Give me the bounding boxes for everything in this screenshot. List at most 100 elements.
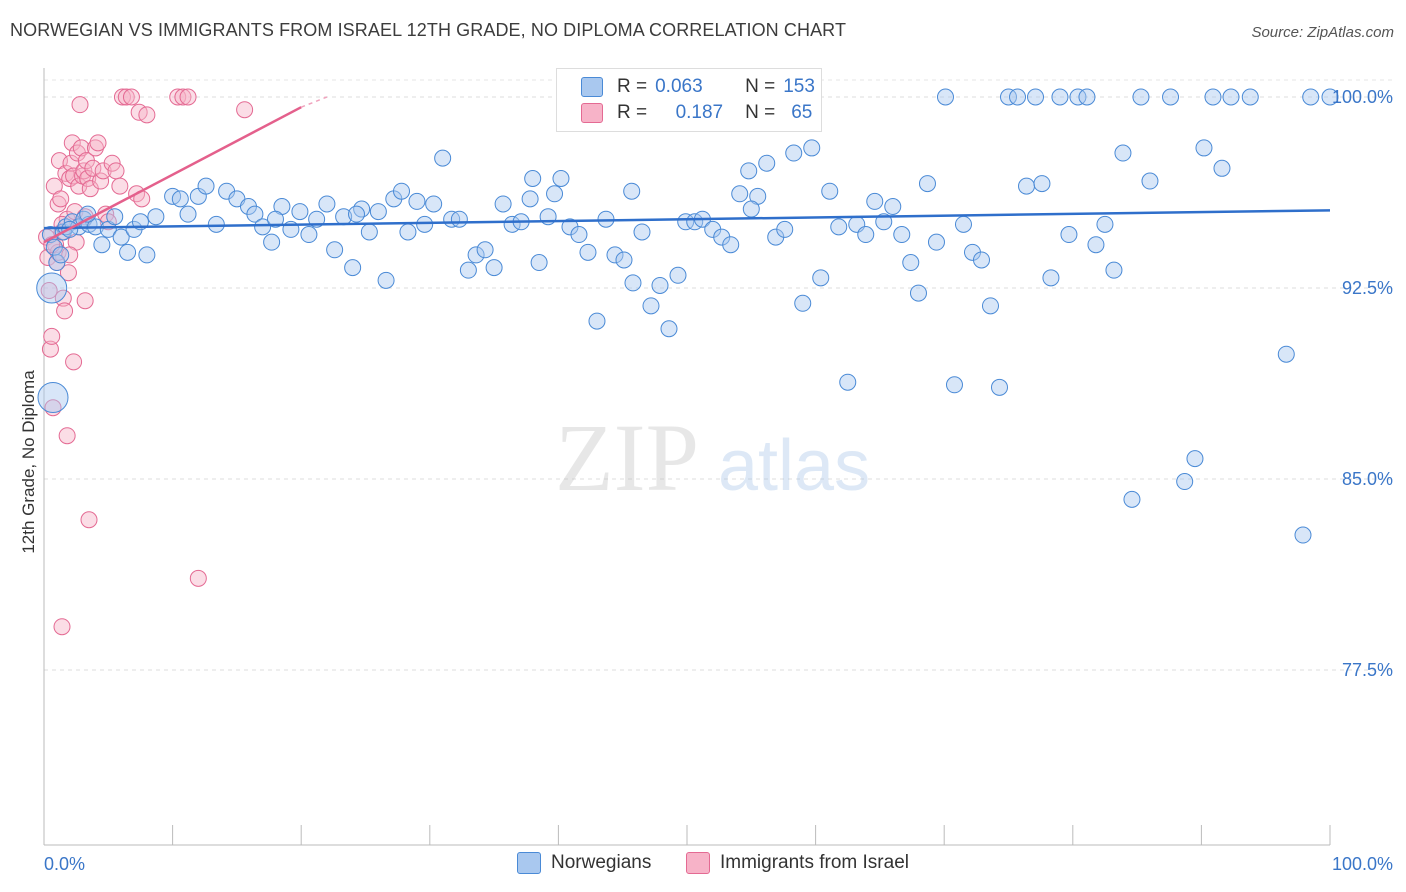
norwegians-point <box>494 195 512 213</box>
norwegians-point <box>740 162 758 180</box>
legend-swatch-norwegians <box>581 77 603 97</box>
norwegians-point <box>1018 177 1036 195</box>
norwegians-point <box>785 144 803 162</box>
norwegians-point <box>1069 88 1087 106</box>
norwegians-point <box>669 266 687 284</box>
norwegians-point <box>416 215 434 233</box>
norwegians-point <box>1294 526 1312 544</box>
norwegians-point <box>347 205 365 223</box>
norwegians-point <box>1302 88 1320 106</box>
norwegians-point <box>579 243 597 261</box>
n-label: N = <box>745 76 776 97</box>
norwegians-point <box>830 218 848 236</box>
grid-lines <box>44 79 1392 671</box>
stats-legend: R = 0.063 N = 153 R = 0.187 N = 65 <box>556 68 822 132</box>
legend-item-norwegians[interactable]: Norwegians <box>517 852 651 874</box>
norwegians-point <box>138 246 156 264</box>
norwegians-point <box>1060 226 1078 244</box>
norwegians-point <box>722 236 740 254</box>
israel-point <box>76 292 94 310</box>
legend-item-israel[interactable]: Immigrants from Israel <box>686 852 909 874</box>
norwegians-point <box>1087 236 1105 254</box>
norwegians-point <box>1162 88 1180 106</box>
norwegians-point <box>263 233 281 251</box>
x-tick-label-0: 0.0% <box>44 854 85 874</box>
norwegians-point <box>485 259 503 277</box>
norwegians-point <box>119 243 137 261</box>
norwegians-point <box>93 236 111 254</box>
watermark: ZIP atlas <box>555 404 870 511</box>
norwegians-point <box>1186 450 1204 468</box>
norwegians-point <box>36 272 68 304</box>
norwegians-point <box>1222 88 1240 106</box>
norwegians-point <box>1132 88 1150 106</box>
norwegians-point <box>197 177 215 195</box>
source-label: Source: ZipAtlas.com <box>1251 24 1394 41</box>
norwegians-point <box>990 378 1008 396</box>
norwegians-point <box>300 226 318 244</box>
r-value: 0.187 <box>675 102 724 123</box>
israel-point <box>40 282 58 300</box>
norwegians-point <box>927 233 945 251</box>
norwegians-point <box>981 297 999 315</box>
norwegians-point <box>524 169 542 187</box>
israel-point <box>49 195 67 213</box>
norwegians-point <box>1277 345 1295 363</box>
y-axis-label: 12th Grade, No Diploma <box>19 370 38 554</box>
israel-point <box>236 101 254 119</box>
norwegians-point <box>1195 139 1213 157</box>
israel-point <box>174 88 192 106</box>
norwegians-point <box>147 208 165 226</box>
norwegians-point <box>353 200 371 218</box>
tick-labels: 100.0% 92.5% 85.0% 77.5% 0.0% 100.0% <box>44 87 1393 874</box>
norwegians-point <box>450 210 468 228</box>
norwegians-point <box>909 284 927 302</box>
legend-label-israel: Immigrants from Israel <box>720 852 909 873</box>
norwegians-point <box>369 203 387 221</box>
norwegians-point <box>326 241 344 259</box>
israel-point <box>43 327 61 345</box>
israel-point <box>56 302 74 320</box>
norwegians-point <box>1176 473 1194 491</box>
israel-trend-line <box>43 106 302 244</box>
israel-point <box>189 569 207 587</box>
norwegians-point <box>112 228 130 246</box>
israel-point <box>92 172 110 190</box>
israel-point <box>65 353 83 371</box>
norwegians-point <box>1321 88 1339 106</box>
norwegians-point <box>1204 88 1222 106</box>
norwegians-point <box>821 182 839 200</box>
norwegians-point <box>360 223 378 241</box>
norwegians-point <box>476 241 494 259</box>
norwegians-trend-line <box>43 209 1331 230</box>
norwegians-point <box>1105 261 1123 279</box>
norwegians-point <box>642 297 660 315</box>
israel-point <box>61 246 79 264</box>
watermark-zip: ZIP <box>555 404 699 511</box>
israel-point <box>65 167 83 185</box>
norwegians-point <box>606 246 624 264</box>
norwegians-point <box>106 208 124 226</box>
norwegians-point <box>434 149 452 167</box>
norwegians-point <box>254 218 272 236</box>
norwegians-point <box>546 185 564 203</box>
norwegians-point <box>893 226 911 244</box>
norwegians-point <box>570 226 588 244</box>
norwegians-point <box>377 271 395 289</box>
norwegians-point <box>1241 88 1259 106</box>
norwegians-point <box>530 254 548 272</box>
norwegians-point <box>521 190 539 208</box>
norwegians-point <box>318 195 336 213</box>
israel-point <box>59 264 77 282</box>
norwegians-point <box>1027 88 1045 106</box>
r-value: 0.063 <box>655 76 703 97</box>
norwegians-point <box>902 254 920 272</box>
watermark-atlas: atlas <box>718 426 870 506</box>
norwegians-point <box>179 205 197 223</box>
norwegians-point <box>633 223 651 241</box>
israel-point <box>53 618 71 636</box>
israel-point <box>179 88 197 106</box>
israel-point <box>52 190 70 208</box>
norwegians-point <box>1096 215 1114 233</box>
